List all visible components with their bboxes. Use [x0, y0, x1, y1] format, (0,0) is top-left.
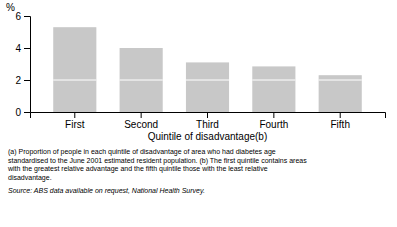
bar-segment [120, 80, 163, 112]
y-tick-mark [24, 80, 30, 81]
x-tick-label: Third [196, 119, 219, 130]
bar-segment [186, 62, 229, 80]
x-tick: Third [196, 112, 219, 130]
bar-segment [120, 48, 163, 80]
bar-segment [319, 80, 362, 112]
y-tick-mark [24, 112, 30, 113]
x-tick-label: First [65, 119, 85, 130]
chart: 0 2 4 6 First Second Third Fourth Fifth Quintile … [0, 0, 397, 227]
y-axis-line [24, 17, 31, 113]
x-tick-mark [340, 112, 341, 118]
x-tick-label: Fifth [330, 119, 349, 130]
footnote: (a) Proportion of people in each quintil… [7, 148, 307, 182]
x-tick-mark [141, 112, 142, 118]
x-axis: First Second Third Fourth Fifth [31, 112, 386, 130]
bar-segment [252, 66, 295, 80]
segment-divider [319, 80, 362, 81]
x-tick-mark [273, 112, 274, 118]
bar-segment [319, 75, 362, 80]
x-tick-mark [207, 112, 208, 118]
x-tick: Second [124, 112, 158, 130]
x-tick: Fifth [330, 112, 349, 130]
y-tick-label: 2 [15, 75, 21, 86]
bar-segment [186, 80, 229, 112]
source-note: Source: ABS data available on request, N… [8, 187, 205, 195]
y-axis: 0 2 4 6 [15, 11, 30, 118]
x-axis-line [31, 113, 386, 119]
y-tick: 6 [15, 11, 30, 22]
segment-divider [252, 80, 295, 81]
y-tick-mark [24, 16, 30, 17]
y-tick: 2 [15, 75, 30, 86]
segment-divider [53, 80, 96, 81]
x-tick-label: Second [124, 119, 158, 130]
bar-segment [53, 80, 96, 112]
bar-segment [252, 80, 295, 112]
x-axis-title: Quintile of disadvantage(b) [148, 131, 268, 142]
bar-series [53, 27, 362, 80]
y-axis-title: % [6, 2, 15, 13]
segment-divider [120, 80, 163, 81]
bar-series [53, 80, 362, 112]
x-tick: First [65, 112, 85, 130]
y-tick: 4 [15, 43, 30, 54]
y-tick-label: 0 [15, 107, 21, 118]
segment-divider [186, 80, 229, 81]
x-tick-mark [74, 112, 75, 118]
bar-segment [53, 27, 96, 80]
x-tick-label: Fourth [259, 119, 288, 130]
y-tick-label: 6 [15, 11, 21, 22]
y-tick-mark [24, 48, 30, 49]
y-tick-label: 4 [15, 43, 21, 54]
plot-area [53, 27, 362, 112]
x-tick: Fourth [259, 112, 288, 130]
y-tick: 0 [15, 107, 30, 118]
